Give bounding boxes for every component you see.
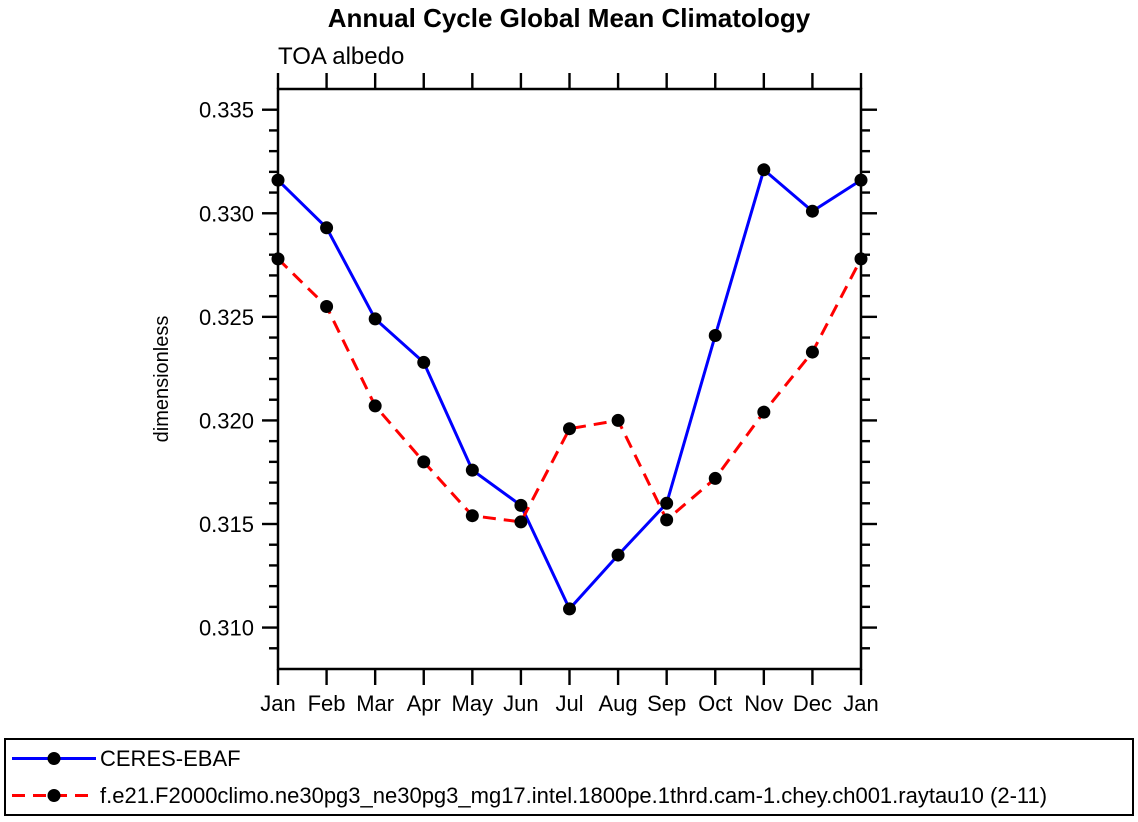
- y-tick-label: 0.335: [199, 98, 254, 123]
- data-point-marker-s0-1: [320, 221, 334, 235]
- y-tick-label: 0.315: [199, 512, 254, 537]
- x-tick-label: Jan: [843, 691, 878, 716]
- data-point-marker-s0-5: [514, 498, 528, 512]
- legend-marker-dot: [47, 789, 61, 802]
- data-point-marker-s1-4: [465, 509, 479, 523]
- data-point-marker-s1-5: [514, 515, 528, 529]
- x-tick-label: Oct: [698, 691, 732, 716]
- data-point-marker-s1-10: [757, 405, 771, 419]
- data-point-marker-s1-3: [417, 455, 431, 469]
- data-point-marker-s1-6: [563, 422, 576, 436]
- y-tick-label: 0.325: [199, 305, 254, 330]
- data-point-marker-s1-7: [611, 413, 625, 427]
- data-point-marker-s0-3: [417, 355, 431, 369]
- data-point-marker-s1-9: [708, 471, 722, 485]
- x-tick-label: Jun: [503, 691, 538, 716]
- data-point-marker-s0-7: [611, 548, 625, 562]
- y-tick-label: 0.310: [199, 616, 254, 641]
- data-point-marker-s1-1: [320, 300, 334, 313]
- data-point-marker-s0-2: [368, 312, 382, 326]
- x-tick-label: Aug: [599, 691, 638, 716]
- y-axis-label: dimensionless: [151, 316, 173, 443]
- plot-frame: [276, 87, 863, 671]
- data-point-marker-s1-11: [805, 345, 819, 359]
- data-point-marker-s1-2: [368, 399, 382, 413]
- x-tick-label: Apr: [407, 691, 441, 716]
- legend-line-sample-solid: [12, 752, 96, 765]
- x-tick-label: May: [452, 691, 494, 716]
- legend-entry-ceres: CERES-EBAF: [6, 740, 1132, 777]
- data-point-marker-s0-4: [465, 463, 479, 477]
- chart-subtitle: TOA albedo: [278, 43, 405, 70]
- x-tick-label: Jan: [260, 691, 295, 716]
- legend-marker-dot: [47, 752, 61, 765]
- data-point-marker-s0-0: [271, 173, 285, 187]
- x-tick-label: Dec: [793, 691, 832, 716]
- legend-label-model: f.e21.F2000climo.ne30pg3_ne30pg3_mg17.in…: [100, 782, 1048, 808]
- x-tick-label: Jul: [555, 691, 583, 716]
- data-point-marker-s0-12: [854, 173, 868, 187]
- y-tick-label: 0.320: [199, 408, 254, 433]
- legend-entry-model: f.e21.F2000climo.ne30pg3_ne30pg3_mg17.in…: [6, 777, 1132, 814]
- y-tick-label: 0.330: [199, 201, 254, 226]
- data-point-marker-s0-6: [563, 602, 576, 616]
- data-point-marker-s1-8: [660, 513, 674, 527]
- legend-line-sample-dashed: [12, 789, 96, 802]
- legend-label-ceres: CERES-EBAF: [100, 745, 241, 771]
- data-point-marker-s1-12: [854, 252, 868, 266]
- x-tick-label: Sep: [647, 691, 686, 716]
- data-point-marker-s1-0: [271, 252, 285, 266]
- x-tick-label: Feb: [308, 691, 346, 716]
- x-tick-label: Nov: [744, 691, 783, 716]
- data-point-marker-s0-10: [757, 163, 771, 177]
- x-tick-label: Mar: [356, 691, 394, 716]
- data-point-marker-s0-11: [805, 204, 819, 218]
- chart-title: Annual Cycle Global Mean Climatology: [327, 3, 811, 33]
- legend-box: CERES-EBAF f.e21.F2000climo.ne30pg3_ne30…: [4, 738, 1134, 816]
- data-point-marker-s0-8: [660, 496, 674, 510]
- data-point-marker-s0-9: [708, 329, 722, 342]
